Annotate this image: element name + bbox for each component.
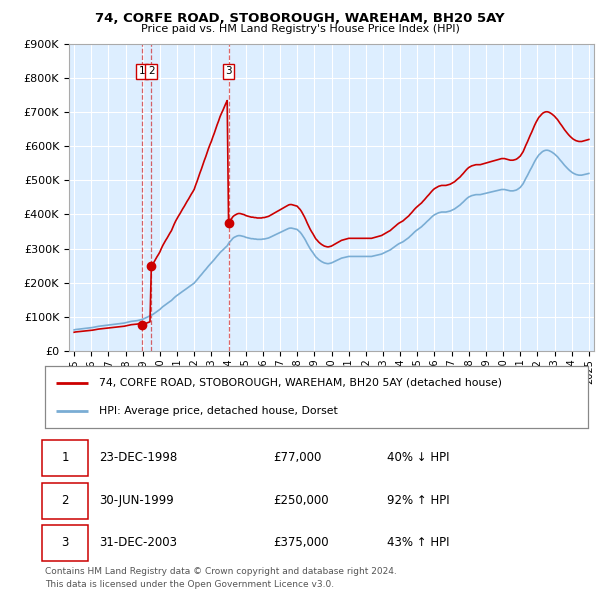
Text: 74, CORFE ROAD, STOBOROUGH, WAREHAM, BH20 5AY (detached house): 74, CORFE ROAD, STOBOROUGH, WAREHAM, BH2… — [100, 378, 502, 388]
FancyBboxPatch shape — [42, 440, 88, 476]
Text: 1: 1 — [61, 451, 69, 464]
Text: £250,000: £250,000 — [273, 494, 329, 507]
FancyBboxPatch shape — [42, 525, 88, 561]
Text: 1: 1 — [139, 66, 146, 76]
Text: This data is licensed under the Open Government Licence v3.0.: This data is licensed under the Open Gov… — [45, 580, 334, 589]
Text: HPI: Average price, detached house, Dorset: HPI: Average price, detached house, Dors… — [100, 406, 338, 416]
Text: 74, CORFE ROAD, STOBOROUGH, WAREHAM, BH20 5AY: 74, CORFE ROAD, STOBOROUGH, WAREHAM, BH2… — [95, 12, 505, 25]
Text: 43% ↑ HPI: 43% ↑ HPI — [387, 536, 449, 549]
Text: 3: 3 — [225, 66, 232, 76]
Text: 30-JUN-1999: 30-JUN-1999 — [100, 494, 174, 507]
FancyBboxPatch shape — [42, 483, 88, 519]
Text: 23-DEC-1998: 23-DEC-1998 — [100, 451, 178, 464]
Text: £375,000: £375,000 — [273, 536, 329, 549]
Text: £77,000: £77,000 — [273, 451, 322, 464]
Text: 2: 2 — [61, 494, 69, 507]
Text: 92% ↑ HPI: 92% ↑ HPI — [387, 494, 450, 507]
Text: 3: 3 — [61, 536, 69, 549]
Text: 2: 2 — [148, 66, 155, 76]
Text: Contains HM Land Registry data © Crown copyright and database right 2024.: Contains HM Land Registry data © Crown c… — [45, 567, 397, 576]
Text: 31-DEC-2003: 31-DEC-2003 — [100, 536, 178, 549]
Text: Price paid vs. HM Land Registry's House Price Index (HPI): Price paid vs. HM Land Registry's House … — [140, 24, 460, 34]
Text: 40% ↓ HPI: 40% ↓ HPI — [387, 451, 449, 464]
